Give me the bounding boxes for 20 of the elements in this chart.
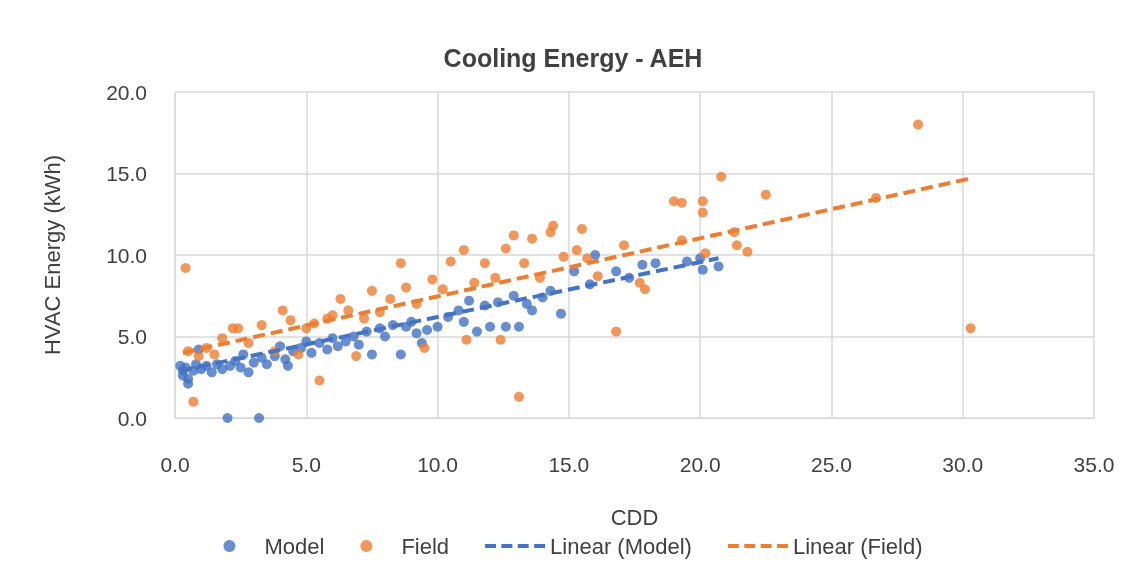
x-tick-label: 35.0: [1073, 453, 1115, 476]
x-tick-label: 30.0: [942, 453, 984, 476]
y-tick-label: 0.0: [117, 406, 147, 430]
legend-label: Linear (Model): [550, 533, 692, 559]
x-tick-label: 20.0: [679, 453, 721, 476]
x-axis-title: CDD: [610, 504, 659, 530]
y-tick-label: 15.0: [106, 162, 147, 185]
x-tick-label: 15.0: [548, 453, 590, 476]
y-tick-label: 10.0: [106, 243, 147, 267]
x-tick-label: 25.0: [810, 453, 852, 476]
y-axis-title: HVAC Energy (kWh): [39, 154, 65, 356]
chart-title: Cooling Energy - AEH: [443, 43, 703, 72]
x-tick-label: 10.0: [417, 453, 459, 476]
x-tick-label: 5.0: [291, 453, 321, 476]
y-tick-label: 20.0: [106, 80, 147, 104]
x-tick-label: 0.0: [160, 453, 190, 476]
y-tick-label: 5.0: [117, 325, 147, 348]
legend-label: Linear (Field): [792, 533, 923, 559]
legend-label: Model: [264, 533, 325, 559]
legend-label: Field: [401, 533, 450, 559]
